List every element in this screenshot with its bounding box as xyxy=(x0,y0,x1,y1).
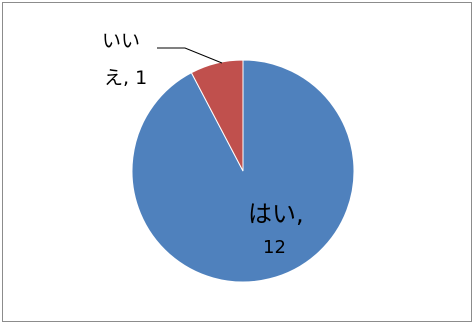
data-label-no-line2: え, 1 xyxy=(104,67,147,89)
data-label-no-line1: いい xyxy=(102,30,140,52)
pie-slice-no xyxy=(190,59,244,172)
pie-slices xyxy=(131,59,355,283)
data-label-yes-line1: はい, xyxy=(248,200,304,228)
leader-line-no xyxy=(157,47,223,64)
data-label-yes-line2: 12 xyxy=(263,237,286,258)
